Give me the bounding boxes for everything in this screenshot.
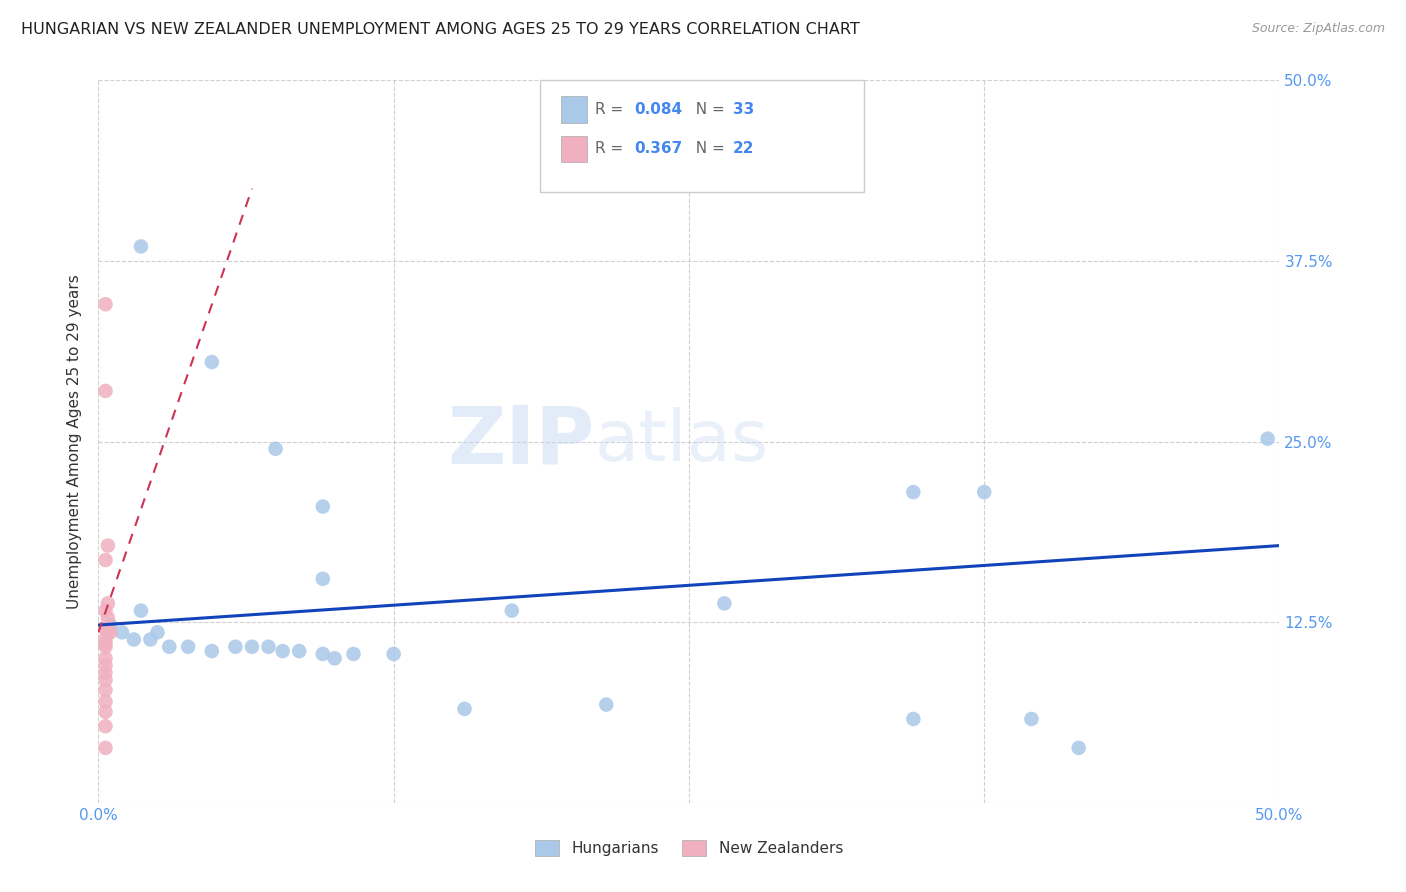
- Point: [713, 596, 735, 610]
- Point: [382, 647, 405, 661]
- Point: [97, 611, 120, 625]
- Point: [201, 644, 224, 658]
- Point: [94, 604, 117, 618]
- Point: [501, 604, 523, 618]
- Text: N =: N =: [686, 142, 730, 156]
- Point: [94, 683, 117, 698]
- Point: [111, 625, 134, 640]
- Point: [903, 712, 925, 726]
- Y-axis label: Unemployment Among Ages 25 to 29 years: Unemployment Among Ages 25 to 29 years: [67, 274, 83, 609]
- Text: HUNGARIAN VS NEW ZEALANDER UNEMPLOYMENT AMONG AGES 25 TO 29 YEARS CORRELATION CH: HUNGARIAN VS NEW ZEALANDER UNEMPLOYMENT …: [21, 22, 860, 37]
- Point: [903, 485, 925, 500]
- Point: [240, 640, 263, 654]
- Text: 0.367: 0.367: [634, 142, 683, 156]
- Point: [94, 705, 117, 719]
- Point: [201, 355, 224, 369]
- Point: [94, 640, 117, 654]
- Point: [312, 572, 335, 586]
- Point: [1021, 712, 1043, 726]
- Text: ZIP: ZIP: [447, 402, 595, 481]
- Point: [312, 500, 335, 514]
- Point: [97, 596, 120, 610]
- Point: [264, 442, 287, 456]
- Point: [1257, 432, 1279, 446]
- Text: 22: 22: [733, 142, 754, 156]
- Text: 0.084: 0.084: [634, 103, 682, 117]
- Point: [94, 651, 117, 665]
- Point: [271, 644, 294, 658]
- Text: N =: N =: [686, 103, 730, 117]
- Point: [146, 625, 169, 640]
- Point: [129, 604, 152, 618]
- Point: [97, 625, 120, 640]
- Text: R =: R =: [595, 103, 628, 117]
- Point: [94, 740, 117, 755]
- Point: [288, 644, 311, 658]
- Point: [122, 632, 145, 647]
- Point: [973, 485, 995, 500]
- Text: atlas: atlas: [595, 407, 769, 476]
- Point: [98, 618, 121, 632]
- Point: [139, 632, 162, 647]
- Point: [94, 658, 117, 673]
- Point: [177, 640, 200, 654]
- Text: R =: R =: [595, 142, 628, 156]
- Legend: Hungarians, New Zealanders: Hungarians, New Zealanders: [527, 832, 851, 863]
- Point: [257, 640, 280, 654]
- Text: 33: 33: [733, 103, 754, 117]
- Point: [312, 647, 335, 661]
- Point: [94, 297, 117, 311]
- Point: [94, 637, 117, 651]
- Point: [94, 623, 117, 637]
- Point: [595, 698, 617, 712]
- Point: [1067, 740, 1090, 755]
- Point: [94, 719, 117, 733]
- Point: [342, 647, 364, 661]
- Point: [224, 640, 246, 654]
- Point: [157, 640, 180, 654]
- Point: [323, 651, 346, 665]
- Text: Source: ZipAtlas.com: Source: ZipAtlas.com: [1251, 22, 1385, 36]
- Point: [453, 702, 475, 716]
- Point: [94, 384, 117, 398]
- Point: [94, 695, 117, 709]
- Point: [94, 632, 117, 647]
- Point: [94, 665, 117, 680]
- Point: [94, 673, 117, 687]
- Point: [94, 553, 117, 567]
- Point: [98, 625, 121, 640]
- Point: [97, 539, 120, 553]
- Point: [129, 239, 152, 253]
